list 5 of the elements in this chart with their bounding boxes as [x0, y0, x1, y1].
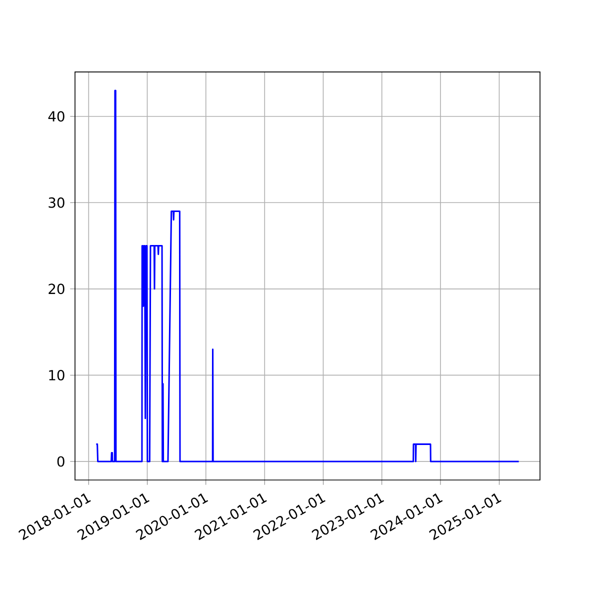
y-tick-label: 20	[48, 284, 64, 294]
y-tick-label: 40	[48, 111, 64, 122]
y-tick-label: 30	[48, 197, 64, 208]
y-tick-label: 0	[57, 456, 64, 467]
y-tick-label: 10	[49, 370, 64, 380]
